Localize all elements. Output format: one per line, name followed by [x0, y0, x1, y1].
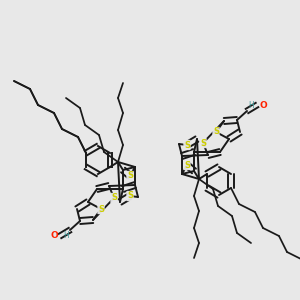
Text: S: S [184, 160, 190, 169]
Text: H: H [63, 231, 69, 240]
Text: H: H [248, 101, 254, 110]
Text: S: S [127, 191, 133, 200]
Text: S: S [98, 205, 104, 214]
Text: S: S [200, 139, 206, 148]
Text: S: S [213, 128, 219, 136]
Text: S: S [111, 194, 117, 202]
Text: O: O [50, 232, 58, 241]
Text: O: O [259, 100, 267, 109]
Text: S: S [127, 172, 133, 181]
Text: S: S [184, 140, 190, 149]
